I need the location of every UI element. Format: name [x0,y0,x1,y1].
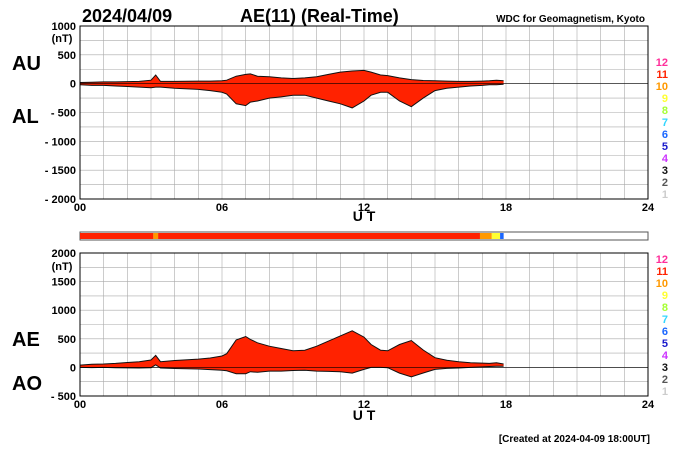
ae-ao-ytick-label: 1000 [52,305,76,317]
au-al-al-line [79,83,504,109]
ae-ao-ylabel: (nT) [52,261,73,273]
ae-ao-xlabel: U T [353,407,376,423]
au-al-grid [80,26,648,199]
ae-ao-frame [79,252,649,397]
ae-ao-grid [80,253,648,396]
au-al-ytick-labels: 1000 500 0 - 500 - 1000 - 1500 - 2000 [45,21,76,206]
au-al-ytick-label: 1000 [52,21,76,33]
ae-ao-area [79,330,648,378]
ae-ao-xtick-labels: 00 06 12 18 24 [74,399,655,411]
ae-ao-xtick-label: 24 [642,399,655,411]
au-al-xtick-label: 18 [500,202,512,214]
station-count-label: 5 [662,141,668,153]
coverage-segments [80,233,504,239]
station-count-label: 3 [662,165,668,177]
chart-main-title: AE(11) (Real-Time) [240,6,399,26]
station-count-label: 7 [662,314,668,326]
coverage-segment [500,233,504,239]
station-count-label: 8 [662,302,668,314]
station-count-label: 2 [662,374,668,386]
au-al-xtick-label: 12 [358,202,370,214]
station-count-label: 7 [662,117,668,129]
au-al-xtick-label: 06 [216,202,228,214]
ae-ao-panel: 2000 1500 1000 500 0 - 500 00 06 12 18 24 (nT) U … [12,248,655,423]
ae-ao-ao-line [79,364,504,378]
station-count-label: 2 [662,177,668,189]
ae-ao-xtick-label: 00 [74,399,86,411]
ae-ao-ytick-label: 500 [58,334,76,346]
coverage-segment [158,233,480,239]
ae-ao-xtick-label: 06 [216,399,228,411]
station-count-label: 8 [662,105,668,117]
station-count-label: 6 [662,326,668,338]
station-count-label: 3 [662,362,668,374]
station-coverage-bar [79,231,649,241]
ae-ao-ytick-label: 1500 [52,277,76,289]
au-al-ytick-label: - 2000 [45,194,76,206]
au-al-filled-area [80,70,504,108]
ae-ao-ytick-label: - 500 [51,391,76,403]
station-count-label: 6 [662,129,668,141]
au-al-xlabel: U T [353,208,376,224]
station-count-label: 10 [656,278,668,290]
station-count-label: 1 [662,386,668,398]
coverage-segment [153,233,159,239]
al-label: AL [12,106,39,128]
station-count-label: 12 [656,57,668,69]
au-al-au-line [79,69,504,83]
station-count-label: 10 [656,81,668,93]
date-title: 2024/04/09 [82,6,172,26]
au-label: AU [12,53,41,75]
au-al-ytick-label: - 1500 [45,165,76,177]
au-al-ytick-label: - 1000 [45,136,76,148]
coverage-segment [479,233,492,239]
ae-ao-ytick-labels: 2000 1500 1000 500 0 - 500 [51,248,76,403]
ae-ao-xtick-label: 12 [358,399,370,411]
station-count-label: 4 [662,350,669,362]
au-al-frame [79,25,649,200]
station-count-label: 1 [662,189,668,201]
coverage-segment [80,233,154,239]
ao-label: AO [12,373,42,395]
au-al-xtick-label: 24 [642,202,655,214]
coverage-segment [491,233,501,239]
source-label: WDC for Geomagnetism, Kyoto [496,14,645,25]
created-timestamp: [Created at 2024-04-09 18:00UT] [499,434,650,445]
station-count-label: 11 [656,266,668,278]
station-count-label: 9 [662,93,668,105]
ae-ao-filled-area [80,330,504,377]
au-al-panel: 1000 500 0 - 500 - 1000 - 1500 - 2000 00 06 12 18… [12,21,655,224]
ae-ao-xtick-label: 18 [500,399,512,411]
station-count-label: 4 [662,153,669,165]
ae-ao-ytick-label: 0 [70,362,76,374]
station-count-label: 12 [656,254,668,266]
station-count-label: 11 [656,69,668,81]
au-al-ytick-label: 0 [70,79,76,91]
au-al-xtick-labels: 00 06 12 18 24 [74,202,655,214]
au-al-ytick-label: - 500 [51,108,76,120]
station-count-label: 9 [662,290,668,302]
station-count-label: 5 [662,338,668,350]
au-al-ylabel: (nT) [52,33,73,45]
ae-label: AE [12,329,40,351]
au-al-ytick-label: 500 [58,50,76,62]
au-al-xtick-label: 00 [74,202,86,214]
ae-ao-ae-line [79,330,504,366]
au-al-area [79,69,648,109]
ae-ao-ytick-label: 2000 [52,248,76,260]
